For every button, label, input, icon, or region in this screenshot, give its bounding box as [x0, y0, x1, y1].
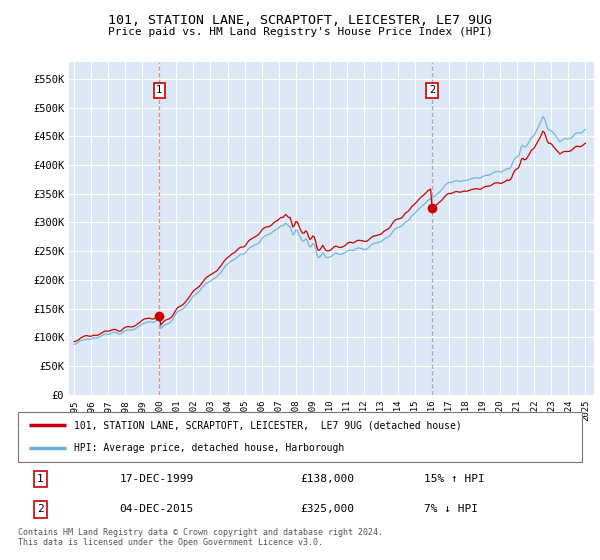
Text: 15% ↑ HPI: 15% ↑ HPI — [424, 474, 485, 484]
Text: 04-DEC-2015: 04-DEC-2015 — [119, 505, 194, 515]
Text: 101, STATION LANE, SCRAPTOFT, LEICESTER,  LE7 9UG (detached house): 101, STATION LANE, SCRAPTOFT, LEICESTER,… — [74, 420, 462, 430]
Text: HPI: Average price, detached house, Harborough: HPI: Average price, detached house, Harb… — [74, 444, 344, 454]
Text: 2: 2 — [429, 85, 435, 95]
Text: 1: 1 — [37, 474, 44, 484]
Text: 101, STATION LANE, SCRAPTOFT, LEICESTER, LE7 9UG: 101, STATION LANE, SCRAPTOFT, LEICESTER,… — [108, 14, 492, 27]
Text: Price paid vs. HM Land Registry's House Price Index (HPI): Price paid vs. HM Land Registry's House … — [107, 27, 493, 37]
Text: 1: 1 — [156, 85, 163, 95]
FancyBboxPatch shape — [18, 412, 582, 462]
Text: 17-DEC-1999: 17-DEC-1999 — [119, 474, 194, 484]
Text: Contains HM Land Registry data © Crown copyright and database right 2024.
This d: Contains HM Land Registry data © Crown c… — [18, 528, 383, 548]
Text: 7% ↓ HPI: 7% ↓ HPI — [424, 505, 478, 515]
Text: £325,000: £325,000 — [300, 505, 354, 515]
Text: 2: 2 — [37, 505, 44, 515]
Text: £138,000: £138,000 — [300, 474, 354, 484]
